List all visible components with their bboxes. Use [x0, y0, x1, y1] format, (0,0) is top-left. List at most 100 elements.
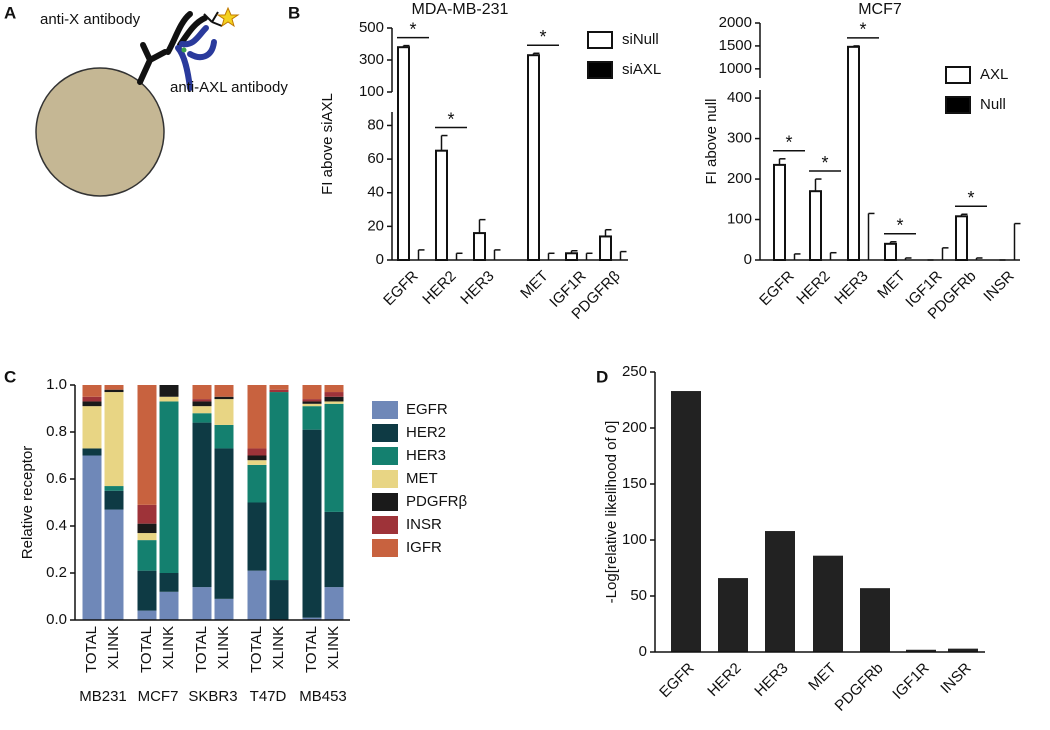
x-tick-label: MET [805, 660, 839, 694]
bar [671, 391, 701, 652]
bar-segment [104, 486, 124, 491]
bar-segment [137, 533, 157, 541]
legend-label: HER3 [406, 447, 446, 464]
bar-segment [159, 385, 179, 397]
bar-segment [324, 511, 344, 588]
y-tick-label: 150 [622, 475, 647, 492]
bar [813, 555, 843, 652]
x-tick-label: TOTAL [303, 626, 320, 673]
bar-segment [192, 587, 212, 620]
y-tick-label: 0.4 [46, 517, 67, 534]
significance-label: * [859, 20, 866, 40]
bar-segment [269, 580, 289, 620]
y-tick-label: 80 [367, 116, 384, 133]
y-tick-label: 0.8 [46, 423, 67, 440]
bar-segment [214, 396, 234, 400]
bond [181, 47, 187, 53]
bar-segment [214, 385, 234, 397]
group-label: MCF7 [138, 688, 179, 705]
bar-segment [192, 406, 212, 414]
bar-segment [269, 385, 289, 390]
legend-label: IGFR [406, 539, 442, 556]
y-tick-label: 200 [727, 170, 752, 187]
legend-swatch [372, 401, 398, 419]
anti-axl-antibody [175, 25, 217, 91]
bar-segment [302, 385, 322, 400]
bar-segment [324, 403, 344, 512]
bar [599, 235, 612, 261]
bar-segment [247, 570, 267, 620]
y-tick-label: 40 [367, 184, 384, 201]
y-axis-label: Relative receptor [19, 446, 36, 559]
legend-swatch [372, 539, 398, 557]
significance-label: * [785, 133, 792, 153]
x-tick-label: HER3 [831, 268, 871, 308]
bar-segment [137, 385, 157, 505]
legend-label: MET [406, 470, 438, 487]
x-tick-label: XLINK [270, 626, 287, 669]
bar-segment [104, 385, 124, 390]
bar-segment [192, 422, 212, 588]
y-tick-label: 1000 [719, 60, 752, 77]
bar-segment [247, 502, 267, 571]
y-tick-label: 0 [376, 251, 384, 268]
bar-segment [82, 455, 102, 620]
x-tick-label: XLINK [215, 626, 232, 669]
x-tick-label: TOTAL [138, 626, 155, 673]
bar [765, 531, 795, 652]
y-tick-label: 0.2 [46, 564, 67, 581]
bar [473, 232, 486, 262]
bar [565, 252, 578, 261]
x-tick-label: HER2 [704, 660, 744, 700]
y-tick-label: 0 [744, 251, 752, 268]
bar [527, 54, 540, 262]
bar-segment [324, 385, 344, 393]
panel-label: B [288, 3, 300, 22]
bar-segment [247, 455, 267, 461]
y-axis-label: -Log[relative likelihood of 0] [603, 421, 620, 604]
y-tick-label: 250 [622, 363, 647, 380]
y-tick-label: 1500 [719, 37, 752, 54]
bar-segment [159, 573, 179, 592]
secondary-antibody [203, 11, 223, 27]
y-tick-label: 100 [727, 210, 752, 227]
bar-segment [324, 587, 344, 620]
bar-segment [247, 464, 267, 503]
bar-segment [269, 389, 289, 393]
y-tick-label: 20 [367, 217, 384, 234]
significance-label: * [896, 216, 903, 236]
legend-swatch [945, 96, 971, 114]
anti-x-antibody [137, 42, 168, 85]
bar [773, 163, 786, 261]
x-tick-label: HER2 [793, 268, 833, 308]
x-tick-label: TOTAL [193, 626, 210, 673]
bar-segment [247, 385, 267, 449]
y-tick-label: 0.6 [46, 470, 67, 487]
bar [847, 45, 860, 262]
x-tick-label: XLINK [325, 626, 342, 669]
y-tick-label: 500 [359, 19, 384, 36]
y-axis-label: FI above siAXL [319, 93, 336, 195]
diagram-label: anti-X antibody [40, 11, 141, 28]
y-axis-label: FI above null [703, 99, 720, 185]
bar-segment [82, 385, 102, 397]
bar-segment [137, 504, 157, 524]
y-tick-label: 300 [359, 51, 384, 68]
y-tick-label: 100 [359, 83, 384, 100]
x-tick-label: TOTAL [248, 626, 265, 673]
bar-segment [137, 610, 157, 620]
bar-segment [82, 448, 102, 456]
bar-segment [104, 392, 124, 487]
bar-segment [302, 403, 322, 407]
legend-label: siNull [622, 31, 659, 48]
bar [860, 588, 890, 652]
bar-segment [324, 401, 344, 404]
significance-label: * [447, 109, 454, 129]
x-tick-label: INSR [980, 268, 1017, 305]
x-tick-label: HER3 [751, 660, 791, 700]
panel-label: C [4, 367, 16, 386]
bar-segment [324, 396, 344, 402]
panel-label: A [4, 3, 16, 22]
x-tick-label: MET [517, 268, 551, 302]
